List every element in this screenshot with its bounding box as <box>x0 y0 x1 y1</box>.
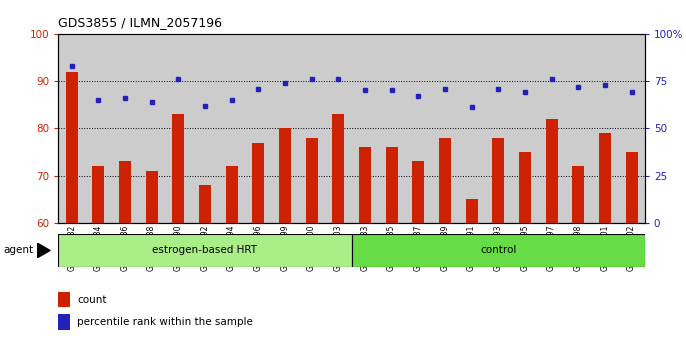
Bar <box>112 34 139 223</box>
Bar <box>351 234 645 267</box>
Bar <box>458 34 485 223</box>
Bar <box>325 34 352 223</box>
Bar <box>272 34 298 223</box>
Bar <box>545 119 558 223</box>
Bar <box>305 138 318 223</box>
Text: percentile rank within the sample: percentile rank within the sample <box>78 317 253 327</box>
Bar <box>58 234 351 267</box>
Bar <box>172 114 185 223</box>
Bar <box>431 34 458 223</box>
Bar <box>466 199 477 223</box>
Bar <box>332 114 344 223</box>
Bar <box>226 166 237 223</box>
Bar <box>191 34 218 223</box>
Bar <box>245 34 272 223</box>
Bar <box>485 34 512 223</box>
Bar <box>493 138 504 223</box>
Bar <box>298 34 325 223</box>
Bar <box>58 34 85 223</box>
Text: agent: agent <box>3 245 34 256</box>
Bar <box>145 171 158 223</box>
Bar <box>378 34 405 223</box>
Bar <box>199 185 211 223</box>
Bar <box>85 34 112 223</box>
Bar <box>512 34 539 223</box>
Bar <box>519 152 531 223</box>
Bar <box>591 34 618 223</box>
Bar <box>58 292 70 307</box>
Bar <box>565 34 591 223</box>
Bar <box>626 152 637 223</box>
Bar <box>119 161 131 223</box>
Bar <box>539 34 565 223</box>
Bar <box>618 34 645 223</box>
Bar <box>359 147 371 223</box>
Bar <box>439 138 451 223</box>
Bar <box>93 166 104 223</box>
Bar <box>572 166 584 223</box>
Bar <box>218 34 245 223</box>
Bar <box>58 314 70 330</box>
Bar <box>139 34 165 223</box>
Text: GDS3855 / ILMN_2057196: GDS3855 / ILMN_2057196 <box>58 16 222 29</box>
Text: count: count <box>78 295 107 305</box>
Bar <box>279 128 291 223</box>
Bar <box>386 147 398 223</box>
Bar <box>252 143 264 223</box>
Bar <box>405 34 431 223</box>
Bar <box>66 72 78 223</box>
Text: control: control <box>480 245 517 256</box>
Bar <box>351 34 378 223</box>
Bar <box>412 161 424 223</box>
Bar <box>599 133 611 223</box>
Bar <box>165 34 191 223</box>
Text: estrogen-based HRT: estrogen-based HRT <box>152 245 257 256</box>
